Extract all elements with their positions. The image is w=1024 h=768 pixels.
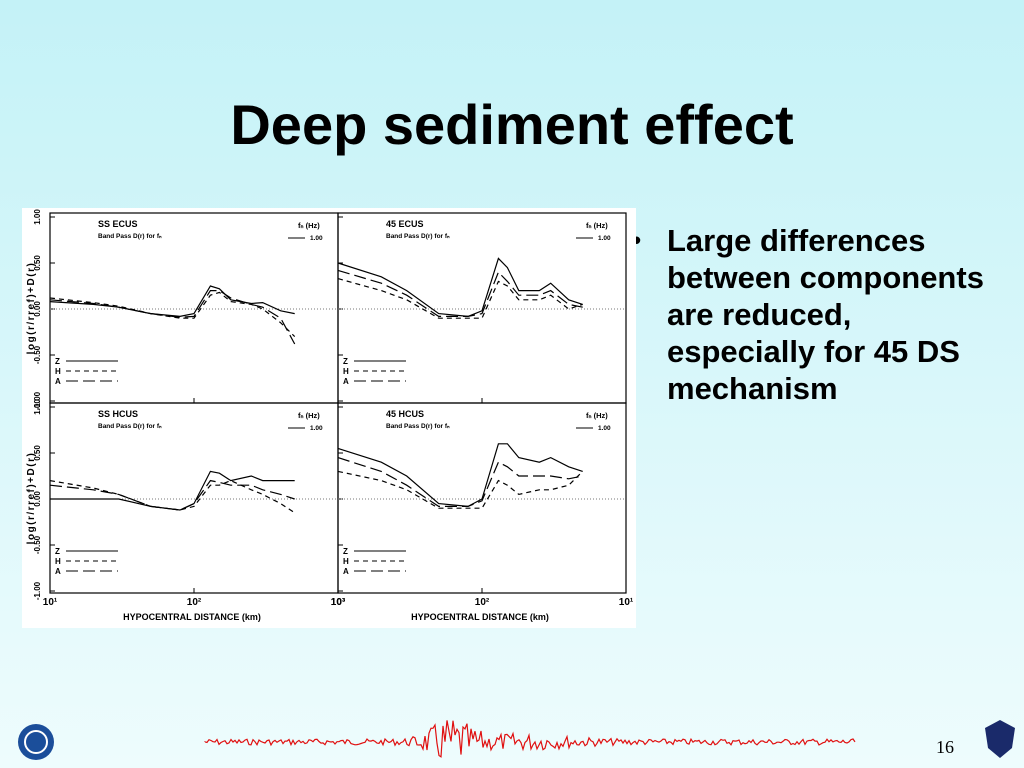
x-axis-label: HYPOCENTRAL DISTANCE (km) (411, 612, 549, 622)
y-tick-label: -0.50 (33, 345, 42, 364)
data-line (337, 443, 583, 508)
data-line (49, 479, 295, 511)
legend-entry: 1.00 (310, 235, 323, 242)
legend-title: fₙ (Hz) (586, 411, 608, 420)
y-tick-label: -0.50 (33, 535, 42, 554)
legend-label: H (343, 557, 349, 566)
legend-label: H (343, 367, 349, 376)
y-tick-label: -1.00 (33, 581, 42, 600)
panel-title: 45 HCUS (386, 409, 424, 419)
panel-subtitle: Band Pass D(r) for fₙ (98, 423, 162, 430)
data-line (49, 479, 296, 514)
data-line (49, 290, 296, 345)
figure: -1.00 -0.50 0.00 0.50 1.00 log(r/rref)+D(r) SS… (22, 208, 636, 628)
legend-label: Z (343, 357, 348, 366)
x-tick-label: 10¹ (619, 597, 634, 608)
legend-label: A (343, 377, 349, 386)
legend-title: fₙ (Hz) (298, 411, 320, 420)
data-line (49, 291, 296, 338)
y-tick-label: 0.50 (33, 445, 42, 461)
legend-label: Z (343, 547, 348, 556)
slide-title: Deep sediment effect (230, 93, 794, 156)
legend-entry: 1.00 (310, 425, 323, 432)
data-line (337, 470, 584, 509)
legend-entry: 1.00 (598, 235, 611, 242)
logo-right (985, 720, 1015, 758)
seismogram-decoration (204, 720, 856, 758)
y-tick-label: 0.50 (33, 255, 42, 271)
panel-subtitle: Band Pass D(r) for fₙ (386, 233, 450, 240)
x-tick-label: 10² (187, 597, 202, 608)
y-tick-label: 0.00 (33, 491, 42, 507)
panel-subtitle: Band Pass D(r) for fₙ (386, 423, 450, 430)
y-axis-label: log(r/rref)+D(r) (26, 452, 37, 545)
legend-label: A (55, 567, 61, 576)
x-tick-label: 10³ (331, 597, 346, 608)
legend-title: fₙ (Hz) (586, 221, 608, 230)
figure-background (22, 208, 636, 628)
x-tick-label: 10¹ (43, 597, 58, 608)
logo-left-ring (24, 730, 48, 754)
legend-label: H (55, 557, 61, 566)
bullet-dot: • (632, 225, 642, 255)
panel-title: 45 ECUS (386, 219, 424, 229)
footer (18, 720, 1015, 760)
panel-subtitle: Band Pass D(r) for fₙ (98, 233, 162, 240)
panel-title: SS HCUS (98, 409, 138, 419)
data-line (337, 257, 583, 318)
legend-label: A (343, 567, 349, 576)
legend-label: Z (55, 357, 60, 366)
data-line (50, 470, 295, 511)
y-tick-label: -1.00 (33, 391, 42, 410)
logo-left (18, 724, 54, 760)
legend-label: Z (55, 547, 60, 556)
page-number: 16 (936, 737, 954, 757)
y-axis-label: log(r/rref)+D(r) (26, 262, 37, 355)
x-axis-label: HYPOCENTRAL DISTANCE (km) (123, 612, 261, 622)
y-tick-label: 1.00 (33, 209, 42, 225)
legend-entry: 1.00 (598, 425, 611, 432)
y-tick-label: 0.00 (33, 301, 42, 317)
panel-title: SS ECUS (98, 219, 138, 229)
data-line (337, 269, 583, 317)
data-line (337, 457, 583, 507)
legend-title: fₙ (Hz) (298, 221, 320, 230)
bullet-item: • Large differences between components a… (632, 222, 992, 407)
x-tick-label: 10² (475, 597, 490, 608)
bullet-text: Large differences between components are… (667, 223, 984, 406)
legend-label: A (55, 377, 61, 386)
legend-label: H (55, 367, 61, 376)
y-tick-label: 1.00 (33, 399, 42, 415)
x-tick-label: 10³ (331, 597, 346, 608)
data-line (337, 278, 583, 319)
